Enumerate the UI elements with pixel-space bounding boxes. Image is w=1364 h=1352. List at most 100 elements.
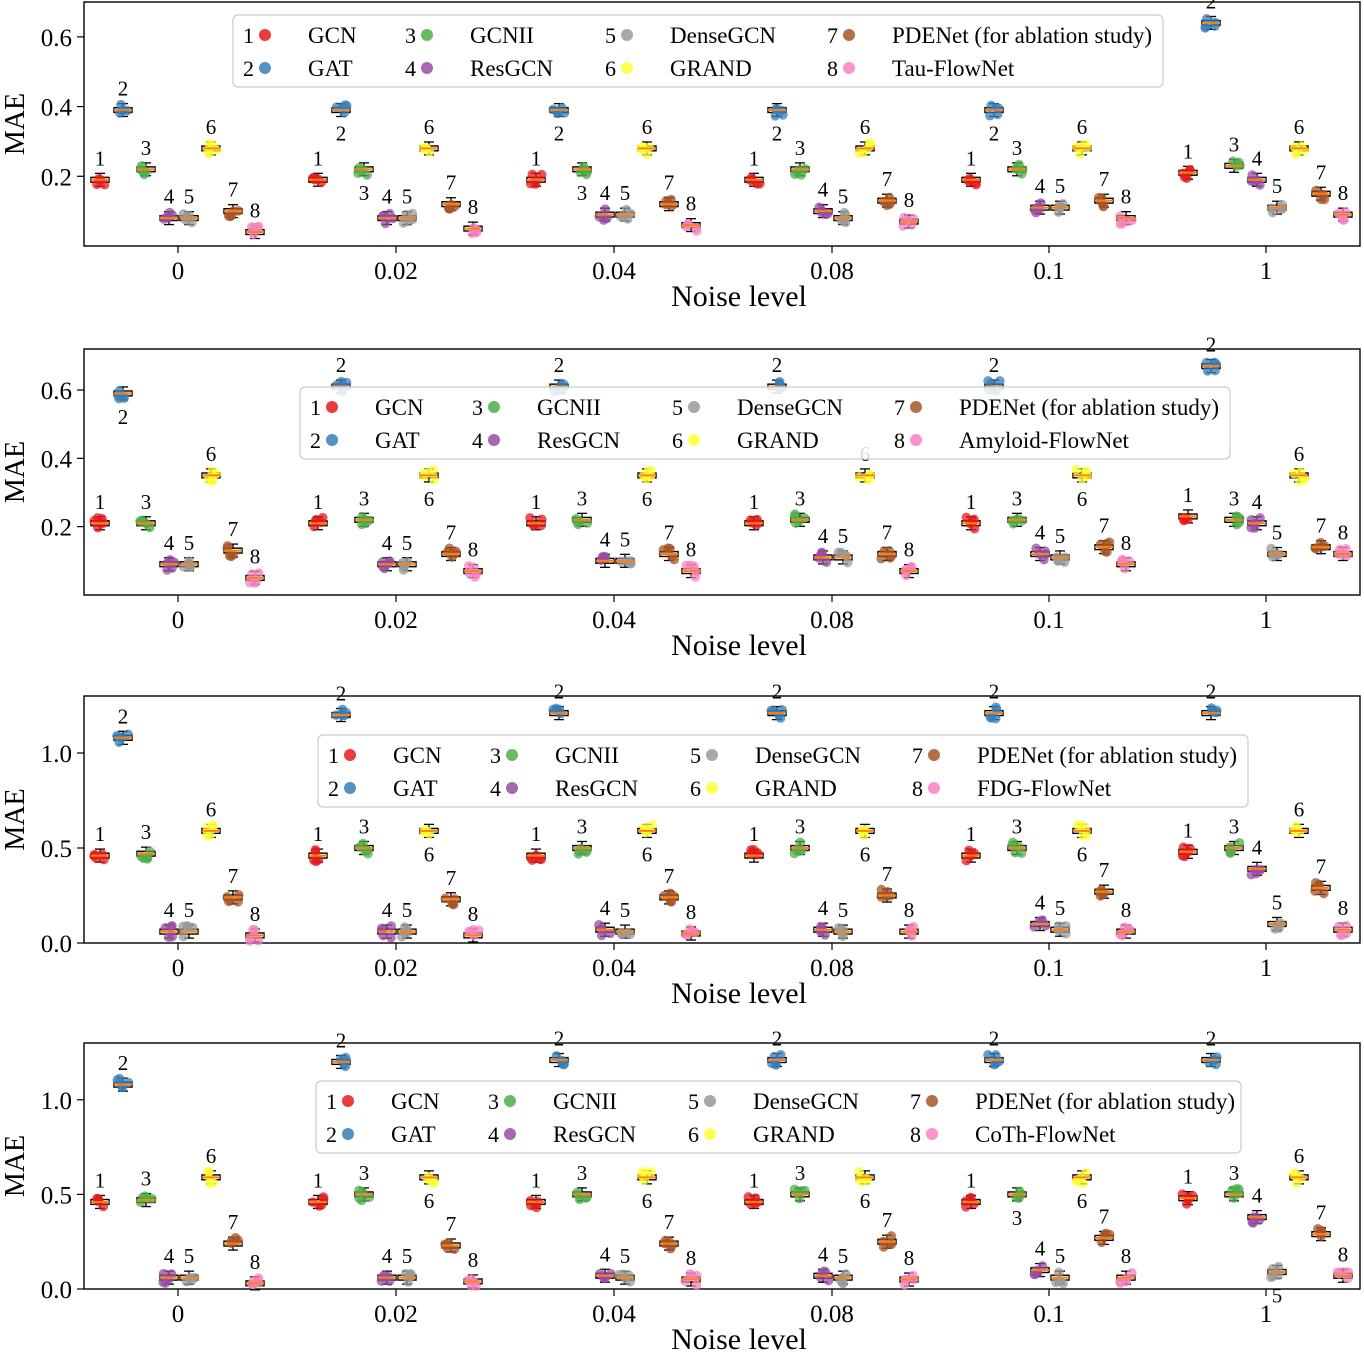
- box-DenseGCN-0.08: 5: [833, 524, 853, 568]
- legend-number: 6: [690, 776, 701, 801]
- legend-number: 4: [472, 428, 483, 453]
- box-PDENet-0.1: 7: [1094, 514, 1115, 557]
- legend-marker: [704, 1095, 716, 1107]
- legend-entry: 3 GCNII: [488, 1089, 617, 1114]
- data-point: [854, 472, 865, 483]
- data-point: [402, 928, 412, 938]
- box-GRAND-0.1: 6: [1071, 464, 1092, 511]
- box-number-label: 5: [1055, 524, 1066, 548]
- data-point: [362, 170, 372, 180]
- box-GCNII-0.02: 3: [354, 814, 374, 859]
- legend-number: 6: [605, 56, 616, 81]
- data-point: [637, 142, 647, 152]
- data-point: [203, 474, 213, 485]
- box-number-label: 5: [402, 531, 413, 555]
- data-point: [205, 1178, 216, 1189]
- data-point: [836, 215, 846, 225]
- box-Tau-FlowNet-0.02: 8: [463, 195, 483, 239]
- data-point: [1061, 928, 1071, 939]
- box-number-label: 6: [206, 115, 217, 139]
- data-point: [1250, 523, 1260, 533]
- box-number-label: 8: [1338, 896, 1349, 920]
- data-point: [378, 930, 388, 941]
- box-number-label: 5: [184, 185, 195, 209]
- box-GCN-0.1: 1: [961, 146, 981, 190]
- box-DenseGCN-0.02: 5: [397, 531, 417, 575]
- data-point: [165, 555, 175, 565]
- chart-panel-2: 0.2 0.4 0.6 0 0.02 0.04 0.08 0.1 1 Noise level MAE…: [0, 333, 1361, 662]
- legend-frame: [299, 386, 1231, 460]
- data-point: [790, 511, 800, 521]
- box-number-label: 8: [686, 1246, 697, 1270]
- data-point: [886, 1231, 897, 1241]
- box-number-label: 8: [904, 1246, 915, 1270]
- box-number-label: 5: [184, 898, 195, 922]
- legend-label: GCNII: [555, 743, 619, 768]
- data-point: [1104, 537, 1115, 547]
- legend-label: CoTh-FlowNet: [975, 1122, 1116, 1147]
- box-number-label: 2: [118, 405, 129, 429]
- data-point: [991, 1050, 1001, 1060]
- data-point: [136, 161, 147, 171]
- data-point: [1255, 513, 1265, 523]
- box-PDENet-0.1: 7: [1094, 858, 1114, 901]
- legend-label: GAT: [393, 776, 438, 801]
- x-tick-label: 0.08: [810, 1301, 854, 1328]
- box-GRAND-0: 6: [201, 115, 222, 159]
- box-ResGCN-0.1: 4: [1029, 890, 1051, 932]
- data-point: [1127, 1267, 1137, 1278]
- data-point: [1338, 215, 1349, 225]
- data-point: [1037, 1261, 1048, 1271]
- box-CoTh-FlowNet-0.08: 8: [899, 1246, 919, 1290]
- box-GAT-0.02: 2: [331, 1028, 352, 1072]
- box-number-label: 7: [228, 517, 239, 541]
- data-point: [464, 926, 474, 937]
- box-DenseGCN-0.1: 5: [1050, 174, 1070, 217]
- box-GCN-0.1: 1: [961, 1168, 981, 1212]
- box-GCNII-0: 3: [135, 1167, 157, 1208]
- box-number-label: 4: [164, 531, 175, 555]
- data-point: [665, 1243, 676, 1254]
- box-GCNII-1: 3: [1224, 132, 1245, 173]
- data-point: [447, 899, 458, 909]
- box-number-label: 7: [1099, 514, 1110, 538]
- legend-entry: 5 DenseGCN: [672, 395, 843, 420]
- box-number-label: 5: [1055, 174, 1066, 198]
- box-number-label: 2: [118, 77, 129, 101]
- legend-number: 3: [488, 1089, 499, 1114]
- data-point: [1098, 889, 1109, 899]
- box-number-label: 2: [989, 680, 1000, 704]
- data-point: [1184, 165, 1195, 176]
- box-number-label: 2: [336, 353, 347, 377]
- box-ResGCN-0.08: 4: [813, 1242, 834, 1286]
- box-number-label: 2: [772, 1027, 783, 1051]
- box-number-label: 6: [642, 842, 653, 866]
- box-number-label: 8: [1121, 531, 1132, 555]
- box-DenseGCN-0.02: 5: [396, 898, 417, 942]
- data-point: [207, 466, 218, 477]
- data-point: [207, 820, 218, 830]
- legend-label: PDENet (for ablation study): [892, 23, 1152, 48]
- box-number-label: 3: [359, 1161, 370, 1185]
- data-point: [646, 1167, 656, 1177]
- data-point: [995, 376, 1005, 386]
- data-point: [961, 1202, 971, 1212]
- box-PDENet-0: 7: [223, 1210, 243, 1251]
- data-point: [428, 465, 439, 475]
- legend-label: DenseGCN: [737, 395, 843, 420]
- box-number-label: 1: [531, 822, 542, 846]
- box-number-label: 6: [1077, 115, 1088, 139]
- y-tick-label: 0.2: [41, 164, 72, 191]
- box-number-label: 1: [531, 1168, 542, 1192]
- box-ResGCN-0: 4: [158, 1244, 179, 1288]
- data-point: [991, 702, 1001, 713]
- box-GAT-1: 2: [1201, 680, 1222, 721]
- box-Amyloid-FlowNet-1: 8: [1333, 521, 1353, 562]
- legend-number: 8: [827, 56, 838, 81]
- legend-marker: [259, 62, 271, 74]
- box-ResGCN-0.02: 4: [376, 1244, 397, 1286]
- box-number-label: 6: [1294, 797, 1305, 821]
- data-point: [1039, 554, 1049, 565]
- legend-number: 1: [326, 1089, 337, 1114]
- data-point: [1318, 888, 1329, 899]
